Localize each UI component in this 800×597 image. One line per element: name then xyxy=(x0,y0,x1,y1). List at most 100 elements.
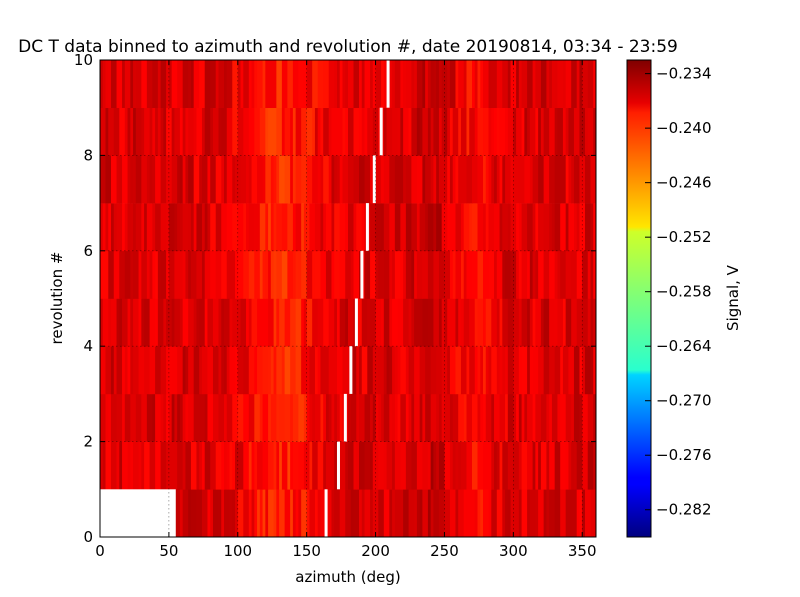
data-gap xyxy=(379,107,383,156)
heat-cell xyxy=(130,203,134,252)
heat-cell xyxy=(133,60,137,108)
heat-cell xyxy=(204,107,211,156)
heat-cell xyxy=(449,441,454,490)
heat-cell xyxy=(312,298,319,347)
heat-cell xyxy=(455,441,459,490)
heat-cell xyxy=(477,298,484,347)
heat-cell xyxy=(246,298,250,347)
heat-cell xyxy=(449,60,457,108)
heat-cell xyxy=(579,60,583,108)
heat-cell xyxy=(193,346,200,395)
heat-cell xyxy=(342,155,349,204)
heat-cell xyxy=(157,107,162,156)
heat-cell xyxy=(111,346,115,395)
heat-cell xyxy=(529,203,534,252)
heat-cell xyxy=(179,298,184,347)
heat-cell xyxy=(576,489,581,537)
heat-cell xyxy=(361,489,366,537)
heat-cell xyxy=(438,393,443,442)
heat-cell xyxy=(204,203,209,252)
heat-cell xyxy=(483,60,490,108)
heat-cell xyxy=(540,298,545,347)
heat-cell xyxy=(276,393,280,442)
heat-cell xyxy=(320,250,327,299)
heat-cell xyxy=(207,393,214,442)
heat-cell xyxy=(425,203,429,252)
heat-cell xyxy=(152,393,156,442)
heat-cell xyxy=(400,250,404,299)
heat-cell xyxy=(229,298,233,347)
heat-cell xyxy=(174,203,178,252)
heat-cell xyxy=(364,60,371,108)
heat-cell xyxy=(276,60,283,108)
heat-cell xyxy=(590,203,594,252)
heat-cell xyxy=(171,441,178,490)
heat-cell xyxy=(543,155,550,204)
heat-cell xyxy=(441,298,446,347)
heat-cell xyxy=(469,298,476,347)
heat-cell xyxy=(100,250,104,299)
heat-cell xyxy=(152,155,156,204)
heat-cell xyxy=(237,60,242,108)
heat-cell xyxy=(328,393,333,442)
heat-cell xyxy=(317,107,322,156)
heat-cell xyxy=(218,107,222,156)
heat-cell xyxy=(320,107,324,156)
heat-cell xyxy=(105,393,109,442)
heat-cell xyxy=(314,203,322,252)
heat-cell xyxy=(502,155,506,204)
heat-cell xyxy=(116,203,123,252)
heat-cell xyxy=(505,107,509,156)
heat-cell xyxy=(287,60,294,108)
heat-cell xyxy=(152,60,159,108)
heat-cell xyxy=(251,489,255,537)
data-gap xyxy=(372,155,376,204)
heat-cell xyxy=(419,346,426,395)
heat-cell xyxy=(182,60,189,108)
heat-cell xyxy=(160,60,167,108)
heat-cell xyxy=(254,250,261,299)
heat-cell xyxy=(254,107,261,156)
heat-cell xyxy=(554,298,559,347)
heat-cell xyxy=(364,489,371,537)
heat-cell xyxy=(447,60,451,108)
heat-cell xyxy=(251,298,258,347)
heat-cell xyxy=(309,393,313,442)
heat-cell xyxy=(447,107,451,156)
heat-cell xyxy=(455,60,459,108)
heat-cell xyxy=(149,107,153,156)
heat-cell xyxy=(532,298,536,347)
heat-cell xyxy=(466,60,473,108)
data-gap xyxy=(343,393,347,442)
heat-cell xyxy=(215,250,222,299)
colorbar-tick-label: −0.258 xyxy=(656,283,712,301)
heat-cell xyxy=(540,60,547,108)
heat-cell xyxy=(386,346,390,395)
heat-cell xyxy=(295,203,302,252)
heat-cell xyxy=(367,107,371,156)
heat-cell xyxy=(455,489,459,537)
heat-cell xyxy=(210,441,217,490)
heat-cell xyxy=(116,60,123,108)
heat-cell xyxy=(232,203,239,252)
heat-cell xyxy=(527,107,531,156)
heat-cell xyxy=(163,393,167,442)
heat-cell xyxy=(199,298,206,347)
missing-data-region xyxy=(100,489,176,537)
heat-cell xyxy=(381,60,385,108)
heat-cell xyxy=(510,489,514,537)
heat-cell xyxy=(543,298,550,347)
heat-cell xyxy=(270,250,275,299)
heat-cell xyxy=(268,203,272,252)
heat-cell xyxy=(549,60,553,108)
heat-cell xyxy=(295,298,302,347)
heat-cell xyxy=(436,203,443,252)
heat-cell xyxy=(257,155,264,204)
heat-cell xyxy=(138,346,145,395)
heat-cell xyxy=(328,107,333,156)
heat-cell xyxy=(108,203,112,252)
heat-cell xyxy=(141,107,145,156)
heat-cell xyxy=(532,60,536,108)
heat-cell xyxy=(111,203,115,252)
heat-cell xyxy=(499,203,503,252)
